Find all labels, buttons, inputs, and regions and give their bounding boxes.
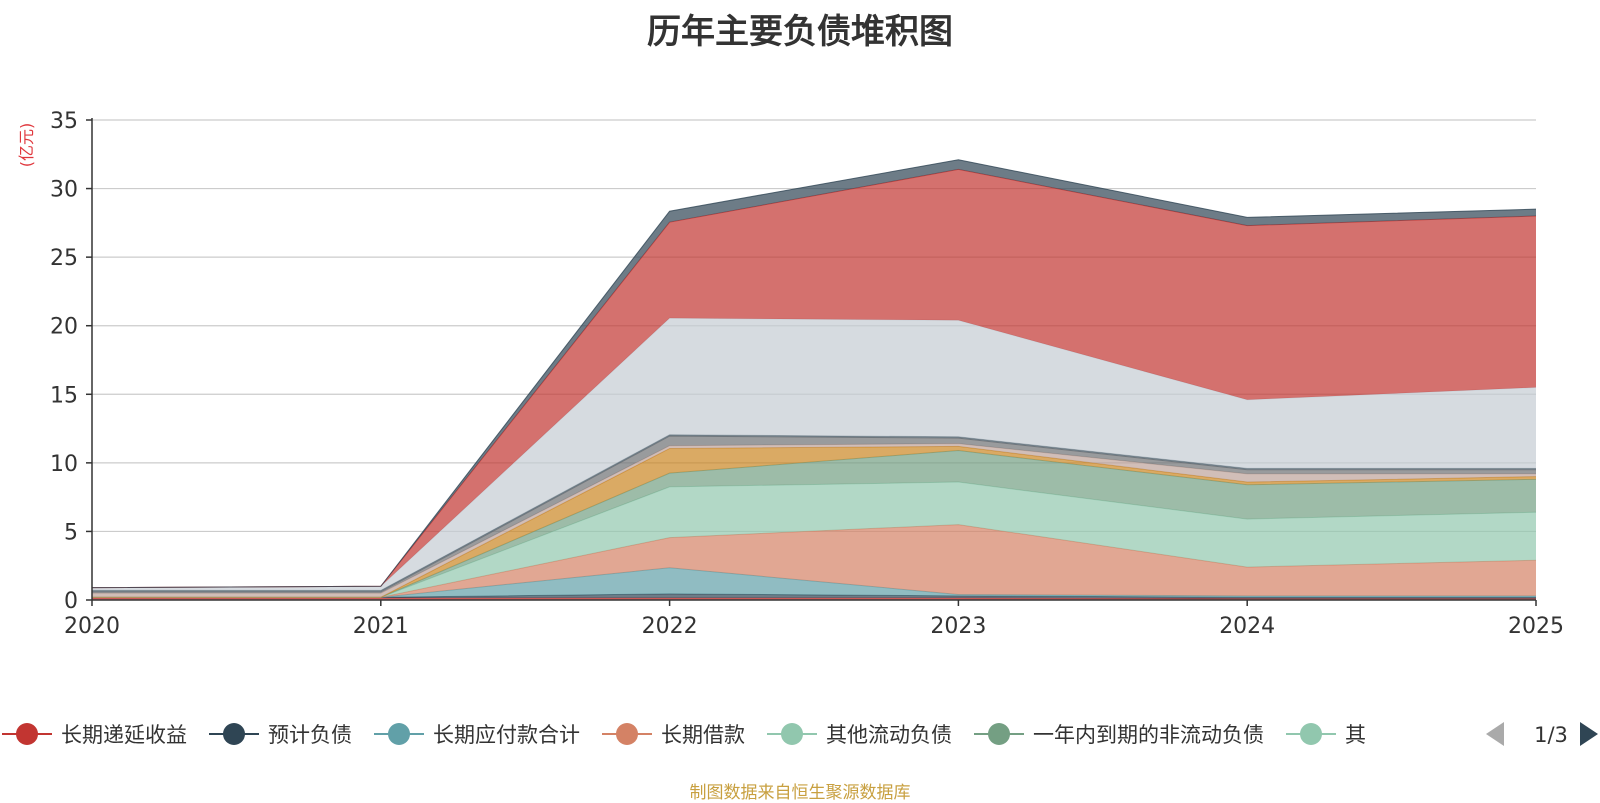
data-source-note: 制图数据来自恒生聚源数据库 <box>689 783 911 803</box>
x-tick-label: 2024 <box>1219 614 1275 639</box>
x-tick-label: 2022 <box>642 614 698 639</box>
x-tick-label: 2021 <box>353 614 409 639</box>
legend-marker <box>223 723 245 745</box>
legend-label: 长期递延收益 <box>61 723 187 747</box>
legend-marker <box>388 723 410 745</box>
area-series-预计负债 <box>92 593 1536 599</box>
area-series-长期借款 <box>92 524 1536 598</box>
legend-label: 长期借款 <box>661 723 745 747</box>
legend-page-indicator: 1/3 <box>1534 723 1568 747</box>
legend-item[interactable]: 其 <box>1286 723 1366 747</box>
x-tick-label: 2023 <box>930 614 986 639</box>
legend-marker <box>988 723 1010 745</box>
y-tick-label: 30 <box>50 178 78 203</box>
chart-title: 历年主要负债堆积图 <box>647 12 953 52</box>
legend-item[interactable]: 预计负债 <box>209 723 352 747</box>
y-tick-label: 25 <box>50 246 78 271</box>
x-tick-label: 2020 <box>64 614 120 639</box>
legend-next-page-icon[interactable] <box>1580 722 1598 746</box>
legend-marker <box>1300 723 1322 745</box>
area-series-应付职工薪酬 <box>92 434 1536 592</box>
y-tick-label: 10 <box>50 452 78 477</box>
y-axis-unit-label: (亿元) <box>17 123 36 168</box>
x-tick-label: 2025 <box>1508 614 1564 639</box>
y-tick-label: 20 <box>50 315 78 340</box>
area-series-应交税费 <box>92 436 1536 594</box>
legend-label: 长期应付款合计 <box>433 723 580 747</box>
y-tick-label: 35 <box>50 109 78 134</box>
legend-item[interactable]: 长期借款 <box>602 723 745 747</box>
legend-item[interactable]: 一年内到期的非流动负债 <box>974 723 1264 747</box>
y-tick-label: 5 <box>64 520 78 545</box>
area-series-一年内到期的非流动负债 <box>92 450 1536 598</box>
area-series-其他流动负债 <box>92 482 1536 598</box>
legend-prev-page-icon[interactable] <box>1486 722 1504 746</box>
legend: 长期递延收益 预计负债 长期应付款合计 长期借款 其他流动负债 一年内到期的非流动负债 其 1… <box>2 722 1598 747</box>
area-series-短期借款 <box>92 169 1536 588</box>
legend-marker <box>16 723 38 745</box>
area-series <box>91 159 1537 600</box>
legend-marker <box>781 723 803 745</box>
series-line-其他负债 <box>91 159 1537 589</box>
legend-label: 其他流动负债 <box>826 723 952 747</box>
series-line-长期递延收益 <box>92 597 1536 600</box>
legend-marker <box>616 723 638 745</box>
legend-item[interactable]: 其他流动负债 <box>767 723 952 747</box>
legend-label: 预计负债 <box>268 723 352 747</box>
area-series-应付票据及应付账款 <box>92 443 1536 598</box>
legend-item[interactable]: 长期应付款合计 <box>374 723 580 747</box>
legend-item[interactable]: 长期递延收益 <box>2 723 187 747</box>
legend-label: 一年内到期的非流动负债 <box>1033 723 1264 747</box>
y-tick-label: 0 <box>64 589 78 614</box>
area-series-合同负债 <box>92 318 1536 591</box>
y-tick-label: 15 <box>50 383 78 408</box>
legend-label: 其 <box>1345 723 1366 747</box>
